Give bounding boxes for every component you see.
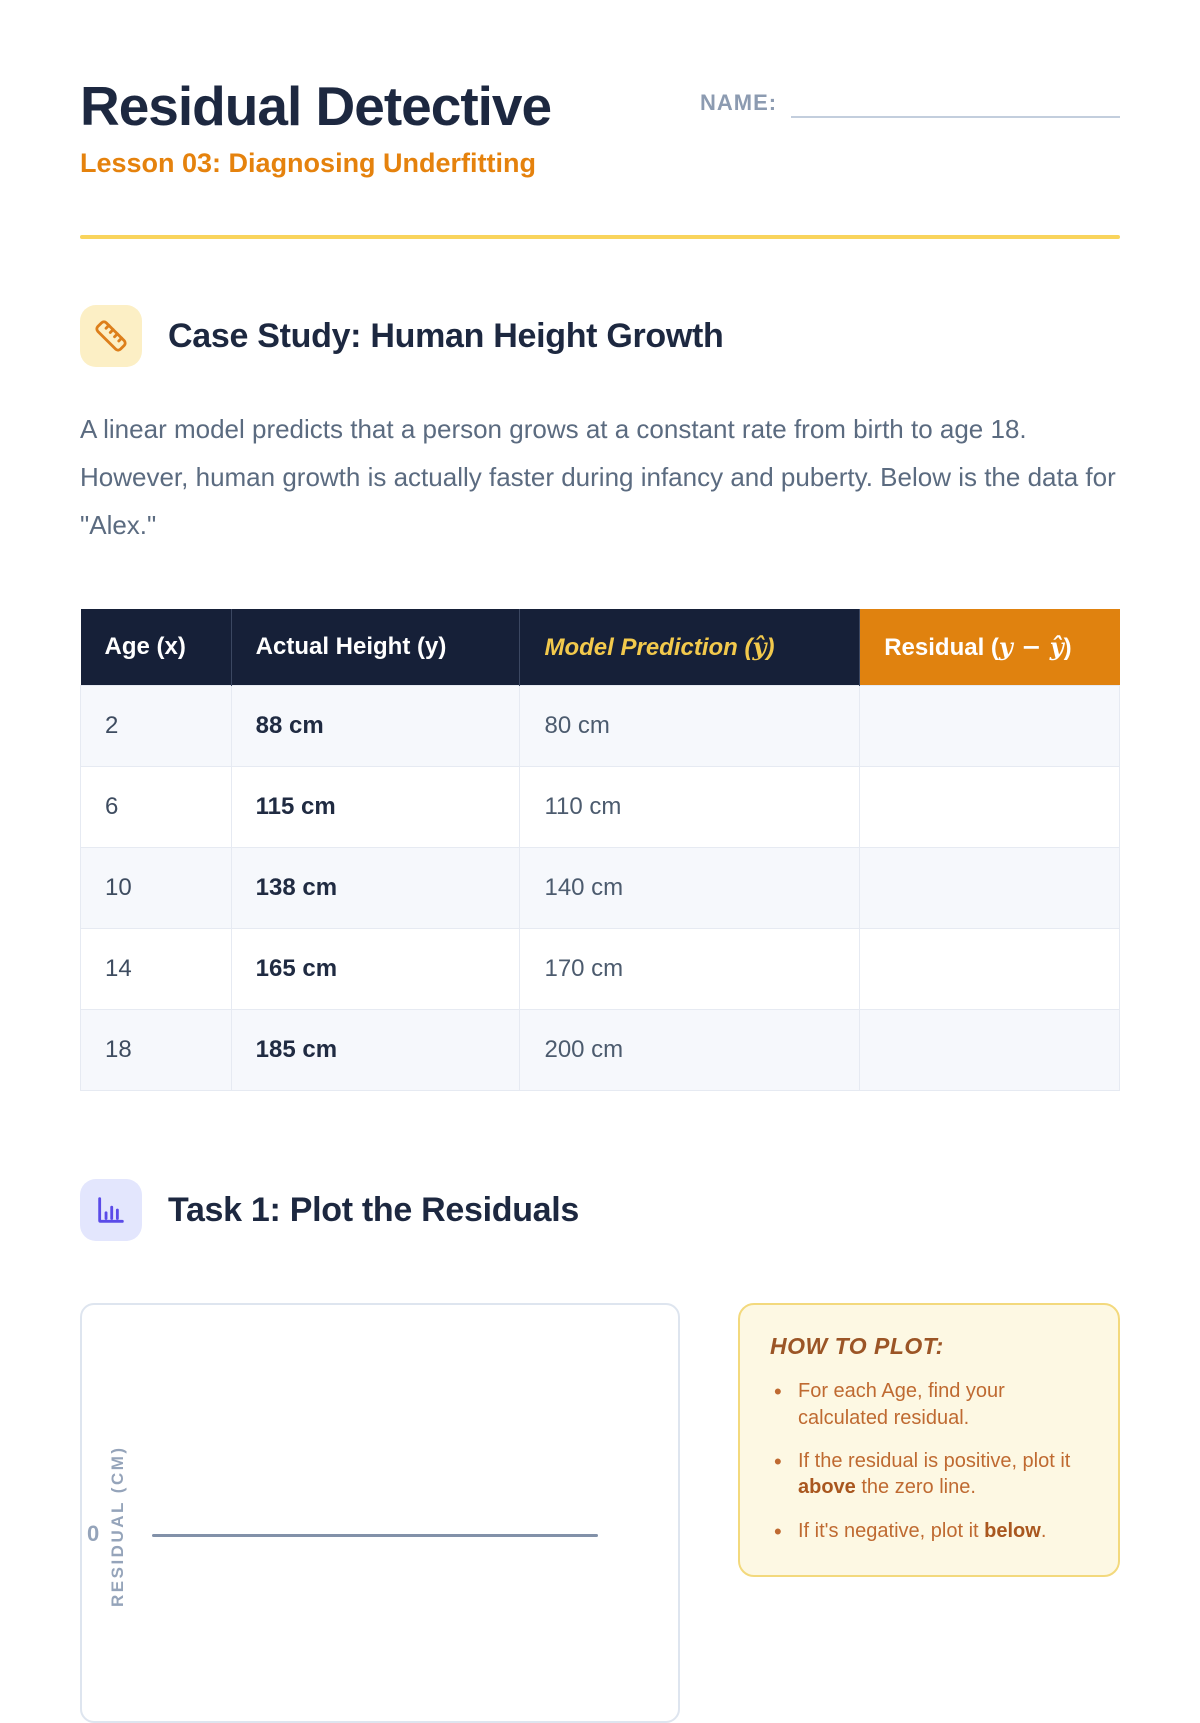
name-field: NAME:	[700, 88, 1120, 118]
name-label: NAME:	[700, 90, 778, 115]
bar-chart-icon	[80, 1179, 142, 1242]
bullet-text: .	[1040, 1519, 1047, 1542]
col-header-actual-height: Actual Height (y)	[231, 609, 521, 686]
how-to-bullet: If it's negative, plot it below.	[770, 1517, 1088, 1546]
cell-age: 14	[80, 928, 232, 1011]
cell-model-prediction: 140 cm	[519, 847, 861, 930]
task1-heading: Task 1: Plot the Residuals	[168, 1190, 580, 1229]
task1-section: Task 1: Plot the Residuals RESIDUAL (CM)…	[80, 1179, 1120, 1723]
col-header-age: Age (x)	[80, 609, 232, 686]
name-input-line[interactable]	[791, 88, 1120, 118]
cell-actual-height: 165 cm	[230, 928, 521, 1011]
cell-age: 18	[80, 1009, 232, 1092]
cell-model-prediction: 200 cm	[519, 1009, 861, 1092]
cell-residual-blank[interactable]	[859, 928, 1120, 1011]
residual-plot-area[interactable]: RESIDUAL (CM) 0	[80, 1303, 680, 1723]
cell-actual-height: 115 cm	[230, 766, 521, 849]
cell-residual-blank[interactable]	[859, 847, 1120, 930]
col-header-model-prediction: Model Prediction (ŷ)	[519, 609, 861, 686]
bullet-bold-text: below	[984, 1519, 1041, 1542]
ruler-icon	[80, 305, 142, 368]
task1-header: Task 1: Plot the Residuals	[80, 1179, 1120, 1242]
table-row: 2 88 cm 80 cm	[80, 685, 1120, 768]
cell-residual-blank[interactable]	[859, 685, 1120, 768]
bullet-text: the zero line.	[855, 1476, 976, 1499]
table-row: 10 138 cm 140 cm	[80, 847, 1120, 930]
plot-zero-line	[152, 1534, 598, 1538]
task1-content: RESIDUAL (CM) 0 HOW TO PLOT: For each Ag…	[80, 1303, 1120, 1723]
title-block: Residual Detective Lesson 03: Diagnosing…	[80, 75, 552, 179]
case-study-header: Case Study: Human Height Growth	[80, 305, 1120, 368]
cell-residual-blank[interactable]	[859, 1009, 1120, 1092]
table-row: 18 185 cm 200 cm	[80, 1009, 1120, 1092]
case-study-section: Case Study: Human Height Growth A linear…	[80, 305, 1120, 1092]
cell-actual-height: 185 cm	[230, 1009, 521, 1092]
cell-model-prediction: 110 cm	[519, 766, 861, 849]
section-divider	[80, 235, 1120, 240]
bullet-text: If it's negative, plot it	[798, 1519, 985, 1542]
bullet-text: For each Age, find your calculated resid…	[798, 1380, 1005, 1429]
how-to-plot-title: HOW TO PLOT:	[770, 1333, 944, 1360]
plot-zero-tick-label: 0	[87, 1521, 100, 1547]
cell-age: 10	[80, 847, 232, 930]
page-title: Residual Detective	[80, 75, 552, 137]
how-to-bullet: For each Age, find your calculated resid…	[770, 1377, 1088, 1431]
col-label-text: )	[766, 634, 775, 662]
header: Residual Detective Lesson 03: Diagnosing…	[80, 75, 1120, 179]
case-study-heading: Case Study: Human Height Growth	[168, 316, 724, 355]
table-header-row: Age (x) Actual Height (y) Model Predicti…	[80, 609, 1120, 686]
col-label-text: )	[1063, 634, 1072, 662]
how-to-plot-box: HOW TO PLOT: For each Age, find your cal…	[738, 1303, 1120, 1578]
case-study-paragraph: A linear model predicts that a person gr…	[80, 414, 1116, 541]
cell-model-prediction: 170 cm	[519, 928, 861, 1011]
cell-age: 2	[80, 685, 232, 768]
cell-model-prediction: 80 cm	[519, 685, 861, 768]
cell-actual-height: 138 cm	[230, 847, 521, 930]
how-to-plot-list: For each Age, find your calculated resid…	[770, 1377, 1088, 1546]
col-label-text: Model Prediction (	[544, 634, 753, 662]
col-label-text: Residual (	[884, 634, 999, 662]
math-symbol: ŷ	[752, 632, 767, 662]
lesson-subtitle: Lesson 03: Diagnosing Underfitting	[80, 148, 537, 179]
math-symbol: y − ŷ	[998, 632, 1064, 662]
cell-actual-height: 88 cm	[230, 685, 521, 768]
height-data-table: Age (x) Actual Height (y) Model Predicti…	[80, 609, 1120, 1092]
table-row: 6 115 cm 110 cm	[80, 766, 1120, 849]
col-header-residual: Residual (y − ŷ)	[859, 609, 1120, 686]
worksheet-page: Residual Detective Lesson 03: Diagnosing…	[0, 0, 1200, 1600]
cell-age: 6	[80, 766, 232, 849]
bullet-text: If the residual is positive, plot it	[798, 1449, 1071, 1472]
table-row: 14 165 cm 170 cm	[80, 928, 1120, 1011]
cell-residual-blank[interactable]	[859, 766, 1120, 849]
how-to-bullet: If the residual is positive, plot it abo…	[770, 1447, 1088, 1501]
plot-y-axis-label: RESIDUAL (CM)	[108, 1445, 127, 1608]
bullet-bold-text: above	[798, 1476, 856, 1499]
